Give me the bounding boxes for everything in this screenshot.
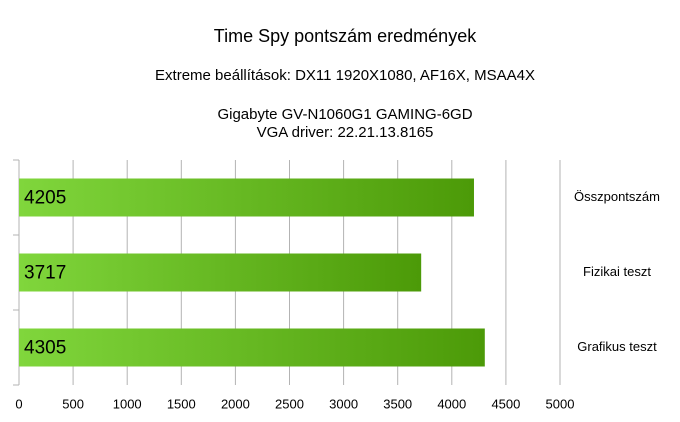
x-tick-label: 4500 <box>491 396 520 411</box>
category-label: Fizikai teszt <box>583 264 651 279</box>
subtitle: VGA driver: 22.21.13.8165 <box>257 124 434 141</box>
value-label: 4205 <box>24 188 66 209</box>
bar <box>19 328 485 367</box>
x-tick-label: 2500 <box>275 396 304 411</box>
x-tick-label: 0 <box>15 396 22 411</box>
bar <box>19 253 422 292</box>
x-tick-label: 2000 <box>221 396 250 411</box>
category-label: Grafikus teszt <box>577 339 657 354</box>
subtitle: Gigabyte GV-N1060G1 GAMING-6GD <box>217 106 472 123</box>
subtitle: Extreme beállítások: DX11 1920X1080, AF1… <box>155 67 535 84</box>
x-tick-label: 5000 <box>546 396 575 411</box>
x-tick-label: 3000 <box>329 396 358 411</box>
value-label: 4305 <box>24 338 66 359</box>
x-tick-label: 3500 <box>383 396 412 411</box>
x-tick-label: 500 <box>62 396 84 411</box>
x-tick-label: 1500 <box>167 396 196 411</box>
bar <box>19 178 474 217</box>
x-tick-label: 1000 <box>113 396 142 411</box>
x-tick-label: 4000 <box>437 396 466 411</box>
category-label: Összpontszám <box>574 189 660 204</box>
value-label: 3717 <box>24 263 66 284</box>
chart-title: Time Spy pontszám eredmények <box>214 26 477 46</box>
